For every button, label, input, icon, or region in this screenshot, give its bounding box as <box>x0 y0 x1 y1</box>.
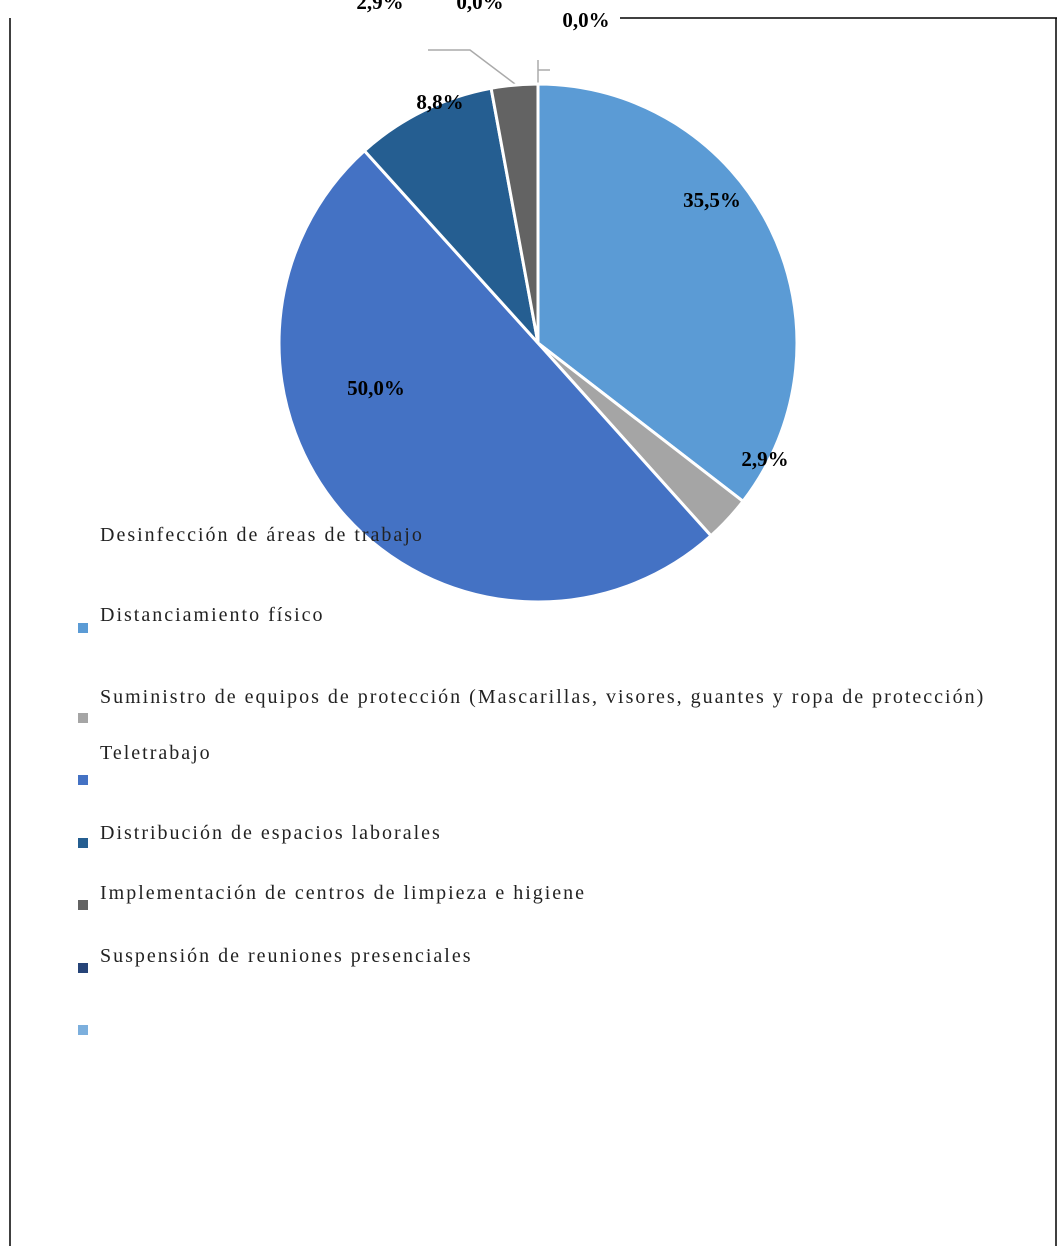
legend-marker <box>78 838 88 848</box>
legend-label: Suministro de equipos de protección (Mas… <box>100 686 986 708</box>
legend-label: Implementación de centros de limpieza e … <box>100 882 587 904</box>
pie-slice <box>277 148 714 604</box>
legend-label: Distanciamiento físico <box>100 604 325 626</box>
legend-label: Distribución de espacios laborales <box>100 822 442 844</box>
data-label: 8,8% <box>416 90 463 114</box>
data-label: 50,0% <box>347 376 405 400</box>
data-label: 0,0% <box>562 8 609 32</box>
legend-marker <box>78 775 88 785</box>
data-label: 0,0% <box>456 0 503 14</box>
data-label: 35,5% <box>683 188 741 212</box>
legend-label: Desinfección de áreas de trabajo <box>100 524 424 546</box>
legend-marker <box>78 963 88 973</box>
legend-marker <box>78 623 88 633</box>
legend-marker <box>78 1025 88 1035</box>
data-label: 2,9% <box>741 447 788 471</box>
legend-marker <box>78 713 88 723</box>
pie-slice <box>536 82 799 504</box>
pie-slice <box>362 86 541 348</box>
data-label: 2,9% <box>356 0 403 14</box>
legend-label: Teletrabajo <box>100 742 212 764</box>
legend-label: Suspensión de reuniones presenciales <box>100 945 473 967</box>
leader-line <box>428 49 516 85</box>
legend-marker <box>78 900 88 910</box>
